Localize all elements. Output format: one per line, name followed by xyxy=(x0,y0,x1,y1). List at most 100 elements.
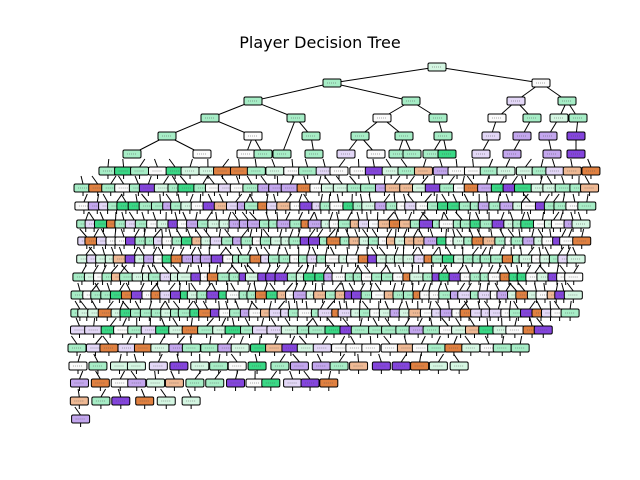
tree-edge xyxy=(469,228,474,238)
tree-node xyxy=(272,149,292,159)
tree-edge xyxy=(455,158,458,168)
tree-edge xyxy=(516,264,519,274)
tree-node xyxy=(70,325,90,335)
tree-edge xyxy=(202,300,209,310)
tree-edge xyxy=(420,335,426,345)
tree-edge xyxy=(411,264,414,274)
tree-edge xyxy=(133,246,139,256)
tree-edge xyxy=(441,317,449,327)
tree-edge xyxy=(393,175,401,185)
tree-edge xyxy=(378,246,386,256)
tree-edge xyxy=(355,246,360,256)
tree-edge xyxy=(209,335,212,345)
tree-edge xyxy=(436,335,441,345)
tree-edge xyxy=(486,282,489,292)
tree-edge xyxy=(249,193,255,203)
tree-edge xyxy=(194,370,202,380)
tree-edge xyxy=(359,282,365,292)
tree-edge xyxy=(254,158,257,168)
tree-node xyxy=(265,166,285,176)
tree-edge xyxy=(421,175,429,185)
tree-edge xyxy=(134,300,140,310)
tree-edge xyxy=(230,353,238,363)
tree-edge xyxy=(430,264,433,274)
tree-edge xyxy=(230,282,236,292)
tree-edge xyxy=(224,228,232,238)
tree-edge xyxy=(265,211,269,221)
tree-node xyxy=(127,378,147,388)
tree-edge xyxy=(452,193,458,203)
tree-node xyxy=(471,149,491,159)
tree-edge xyxy=(195,211,198,221)
tree-edge xyxy=(366,211,368,221)
tree-edge xyxy=(296,300,298,310)
tree-node xyxy=(146,378,166,388)
tree-edge xyxy=(464,335,472,345)
tree-edge xyxy=(232,211,239,221)
tree-edge xyxy=(455,211,463,221)
tree-edge xyxy=(152,211,157,221)
tree-node xyxy=(114,166,134,176)
tree-edge xyxy=(518,228,521,238)
tree-edge xyxy=(553,211,560,221)
tree-edge xyxy=(179,175,188,185)
tree-edge xyxy=(70,335,78,345)
tree-edge xyxy=(418,228,424,238)
tree-edge xyxy=(298,335,307,345)
tree-edge xyxy=(289,228,294,238)
tree-edge xyxy=(118,282,125,292)
tree-node xyxy=(229,166,249,176)
tree-edge xyxy=(540,158,544,168)
tree-edge xyxy=(448,175,455,185)
tree-node xyxy=(164,378,184,388)
tree-node xyxy=(156,396,176,406)
tree-node xyxy=(371,361,391,371)
tree-edge xyxy=(549,228,552,238)
tree-edge xyxy=(356,264,363,274)
tree-node xyxy=(84,325,104,335)
tree-edge xyxy=(189,335,192,345)
tree-edge xyxy=(329,246,335,256)
tree-edge xyxy=(164,300,171,310)
tree-edge xyxy=(247,264,255,274)
tree-edge xyxy=(551,158,556,168)
tree-edge xyxy=(269,282,276,292)
tree-edge xyxy=(432,246,440,256)
tree-edge xyxy=(543,193,550,203)
tree-edge xyxy=(385,158,392,168)
tree-edge xyxy=(205,282,212,292)
tree-edge xyxy=(263,246,271,256)
tree-edge xyxy=(529,300,536,310)
tree-edge xyxy=(460,300,469,310)
tree-edge xyxy=(543,282,546,292)
tree-edge xyxy=(429,317,433,327)
tree-edge xyxy=(197,264,201,274)
tree-edge xyxy=(531,228,535,238)
tree-edge xyxy=(466,175,474,185)
tree-node xyxy=(308,325,328,335)
tree-edge xyxy=(317,228,324,238)
tree-edge xyxy=(448,300,450,310)
tree-node xyxy=(413,166,433,176)
tree-edge xyxy=(468,211,471,221)
tree-edge xyxy=(214,370,222,380)
figure-title: Player Decision Tree xyxy=(239,33,401,52)
tree-edge xyxy=(325,246,328,256)
tree-edge xyxy=(345,228,350,238)
tree-edge xyxy=(538,246,542,256)
tree-edge xyxy=(77,282,81,292)
tree-edge xyxy=(525,264,532,274)
tree-edge xyxy=(153,264,159,274)
tree-edge xyxy=(277,246,280,256)
tree-edge xyxy=(536,300,542,310)
tree-edge xyxy=(475,211,480,221)
tree-edge xyxy=(350,335,356,345)
tree-edge xyxy=(168,158,176,168)
tree-node xyxy=(444,343,464,353)
tree-edge xyxy=(222,158,230,168)
tree-node xyxy=(296,343,316,353)
tree-node xyxy=(402,149,422,159)
tree-edge xyxy=(488,264,494,274)
tree-edge xyxy=(274,335,279,345)
tree-edge xyxy=(444,282,449,292)
